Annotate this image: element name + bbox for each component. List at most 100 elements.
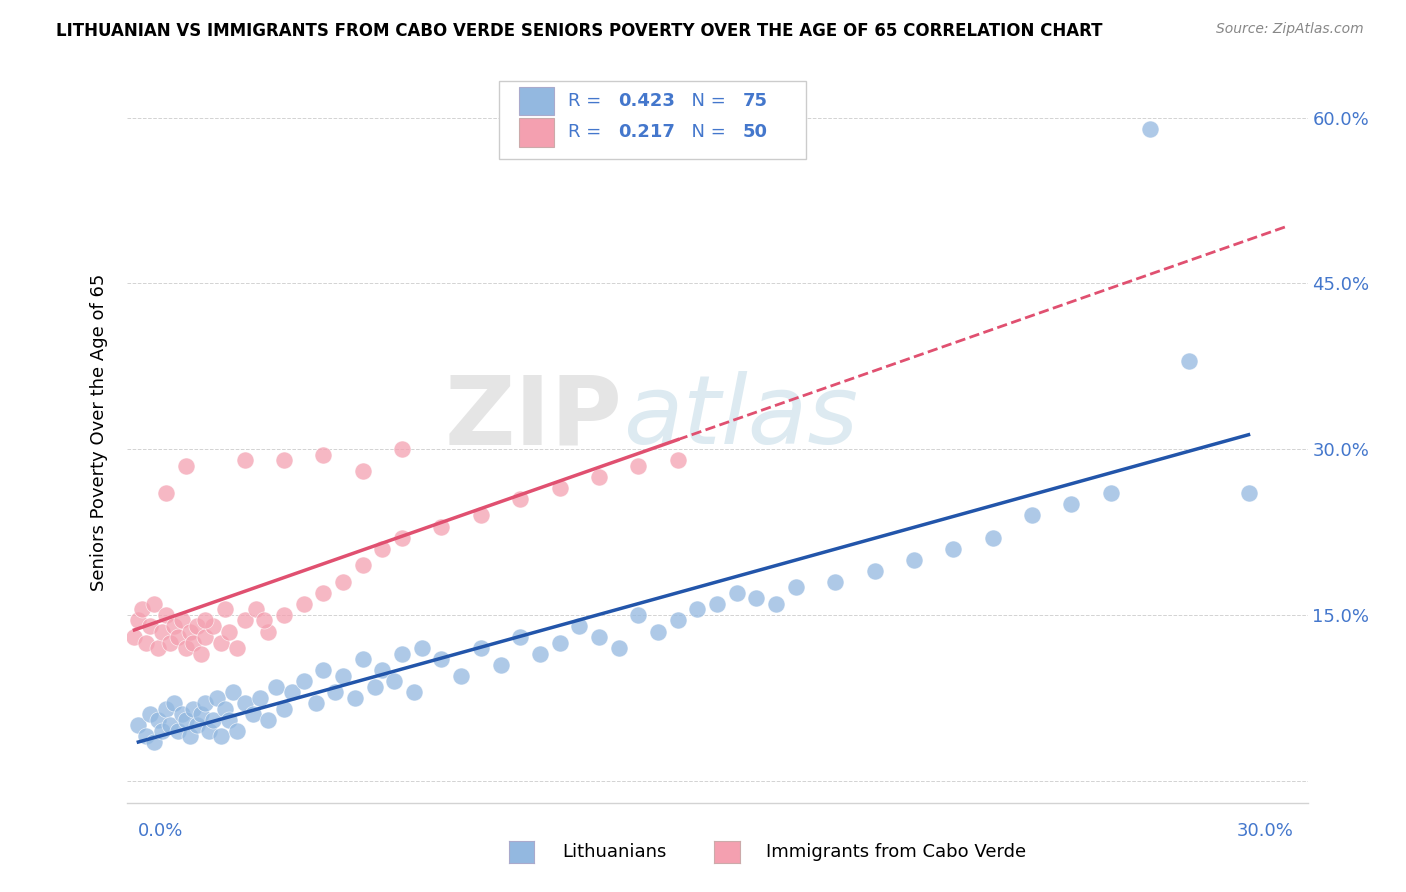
Text: N =: N = [681, 123, 733, 142]
Point [135, 635, 157, 649]
Point [1139, 121, 1161, 136]
Point [903, 552, 925, 566]
Point [214, 702, 236, 716]
Point [155, 486, 177, 500]
Point [489, 657, 512, 672]
FancyBboxPatch shape [519, 87, 554, 115]
Point [588, 630, 610, 644]
Point [186, 718, 208, 732]
Point [352, 558, 374, 573]
Point [470, 641, 492, 656]
Point [155, 607, 177, 622]
Point [824, 574, 846, 589]
Point [257, 624, 280, 639]
Point [411, 641, 433, 656]
Text: 50: 50 [742, 123, 768, 142]
Point [292, 674, 315, 689]
Point [765, 597, 787, 611]
Point [332, 669, 354, 683]
Point [548, 481, 571, 495]
Point [198, 723, 221, 738]
Text: R =: R = [568, 92, 607, 110]
Point [273, 702, 295, 716]
Text: N =: N = [681, 92, 733, 110]
Point [627, 607, 650, 622]
Point [264, 680, 287, 694]
Point [391, 442, 413, 457]
Point [233, 614, 256, 628]
Point [194, 697, 217, 711]
Point [190, 647, 212, 661]
Point [143, 597, 166, 611]
Point [706, 597, 728, 611]
Point [143, 735, 166, 749]
Point [159, 635, 181, 649]
Point [249, 690, 271, 705]
Text: 0.0%: 0.0% [138, 822, 183, 840]
Point [402, 685, 425, 699]
Point [666, 614, 689, 628]
Point [391, 647, 413, 661]
Text: LITHUANIAN VS IMMIGRANTS FROM CABO VERDE SENIORS POVERTY OVER THE AGE OF 65 CORR: LITHUANIAN VS IMMIGRANTS FROM CABO VERDE… [56, 22, 1102, 40]
Point [124, 630, 146, 644]
Point [627, 458, 650, 473]
Point [273, 607, 295, 622]
Point [245, 602, 267, 616]
Point [1178, 353, 1201, 368]
Point [745, 591, 768, 606]
Point [179, 730, 201, 744]
Point [529, 647, 551, 661]
Point [352, 652, 374, 666]
Point [1060, 498, 1083, 512]
Y-axis label: Seniors Poverty Over the Age of 65: Seniors Poverty Over the Age of 65 [90, 274, 108, 591]
Point [146, 713, 169, 727]
Point [225, 723, 247, 738]
Text: atlas: atlas [623, 371, 858, 465]
Point [174, 458, 197, 473]
Point [222, 685, 245, 699]
Point [225, 641, 247, 656]
Point [214, 602, 236, 616]
FancyBboxPatch shape [499, 81, 806, 159]
Point [183, 702, 205, 716]
Point [202, 713, 225, 727]
Point [233, 453, 256, 467]
Point [450, 669, 472, 683]
Point [430, 519, 453, 533]
Point [194, 630, 217, 644]
Point [163, 619, 186, 633]
Point [205, 690, 228, 705]
Point [127, 614, 149, 628]
Point [163, 697, 186, 711]
Text: R =: R = [568, 123, 607, 142]
Text: Immigrants from Cabo Verde: Immigrants from Cabo Verde [766, 843, 1026, 861]
Point [183, 635, 205, 649]
Point [509, 491, 531, 506]
Point [509, 630, 531, 644]
Point [233, 697, 256, 711]
Text: Source: ZipAtlas.com: Source: ZipAtlas.com [1216, 22, 1364, 37]
Point [209, 730, 232, 744]
Text: ZIP: ZIP [444, 371, 623, 465]
Point [139, 707, 162, 722]
Point [170, 707, 193, 722]
Point [166, 723, 188, 738]
Point [179, 624, 201, 639]
Point [135, 730, 157, 744]
Point [382, 674, 405, 689]
Point [174, 713, 197, 727]
Point [942, 541, 965, 556]
Point [1237, 486, 1260, 500]
Point [363, 680, 385, 694]
Point [159, 718, 181, 732]
FancyBboxPatch shape [519, 119, 554, 146]
Point [281, 685, 304, 699]
Point [174, 641, 197, 656]
Point [170, 614, 193, 628]
Point [253, 614, 276, 628]
Point [242, 707, 264, 722]
Point [686, 602, 709, 616]
Text: 30.0%: 30.0% [1237, 822, 1294, 840]
Point [194, 614, 217, 628]
Point [166, 630, 188, 644]
